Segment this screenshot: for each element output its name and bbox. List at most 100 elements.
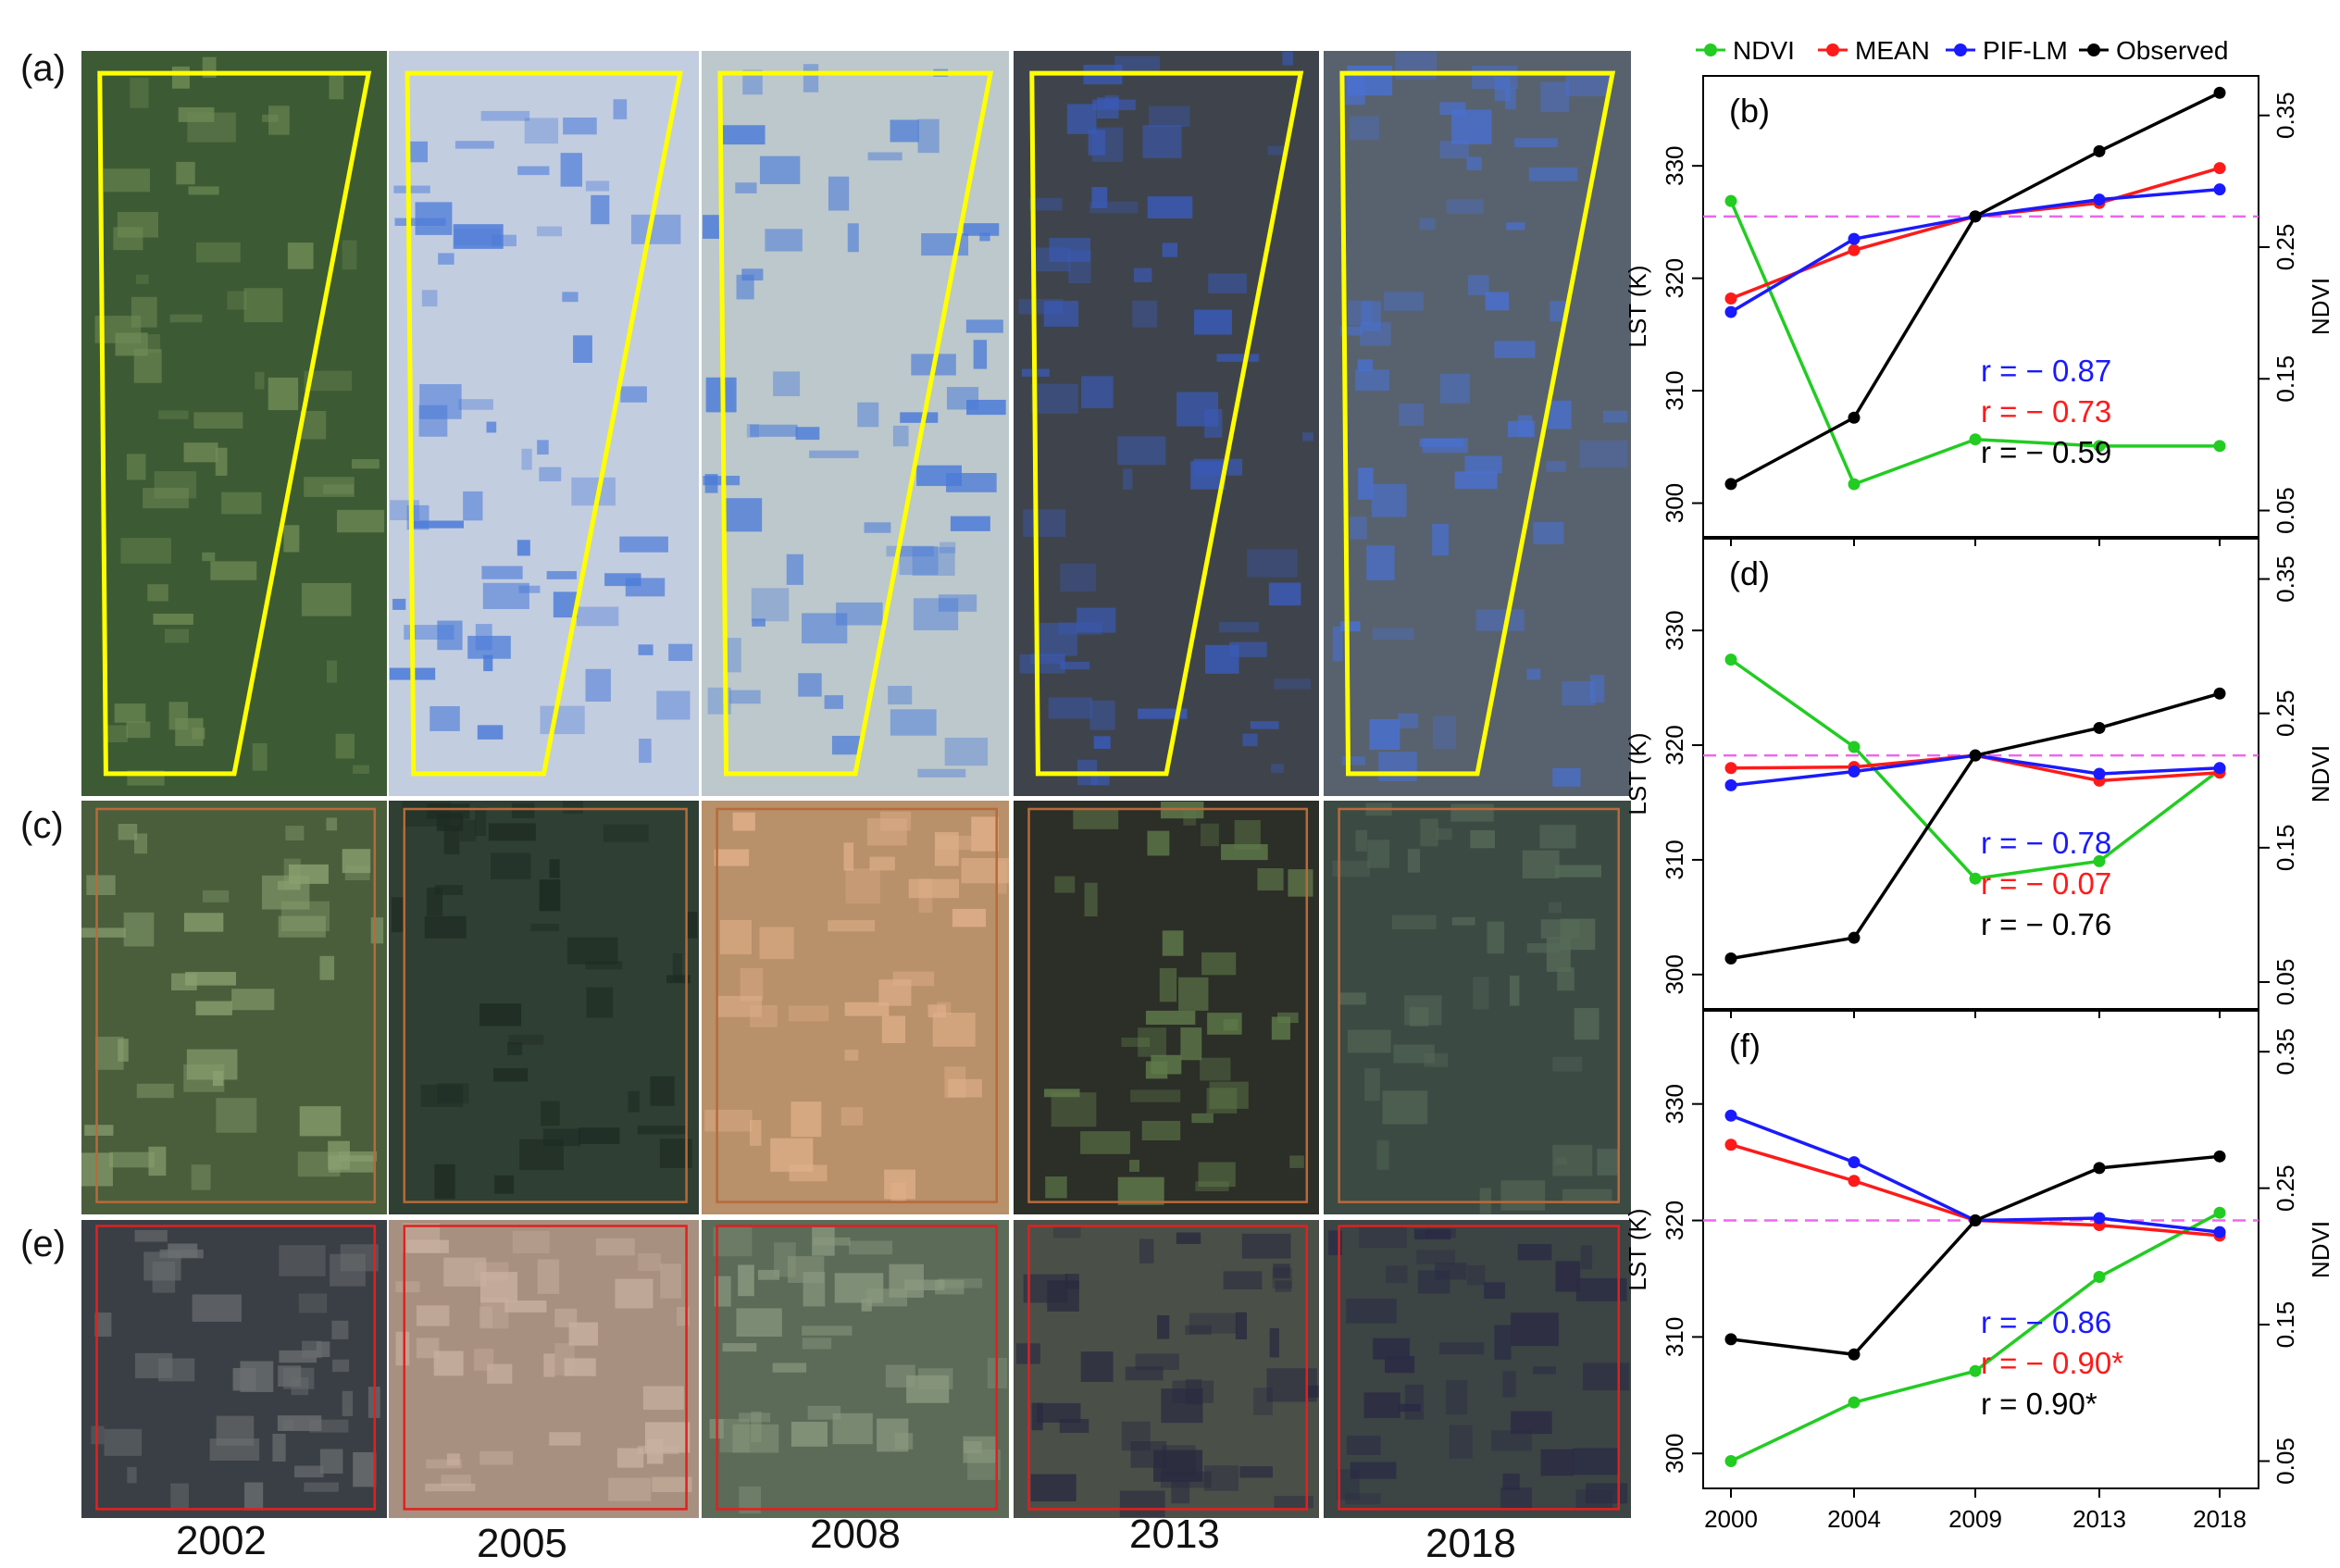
year-label-2013: 2013 bbox=[1129, 1512, 1220, 1557]
data-point-observed-b bbox=[1848, 411, 1861, 424]
data-point-piflm-b bbox=[1724, 305, 1737, 318]
panel-tag-b: (b) bbox=[1729, 92, 1770, 130]
left-tick-label-b: 320 bbox=[1661, 258, 1688, 298]
legend-marker-ndvi bbox=[1704, 44, 1717, 56]
data-point-ndvi-b bbox=[1969, 433, 1982, 446]
series-line-observed-f bbox=[1730, 1154, 2221, 1357]
y2-axis-label-f: NDVI bbox=[2307, 1221, 2334, 1278]
right-tick-label-d: 0.35 bbox=[2272, 555, 2299, 603]
satellite-image-a-2008 bbox=[702, 51, 1009, 796]
data-point-observed-d bbox=[2213, 687, 2226, 700]
satellite-image-e-2008 bbox=[702, 1220, 1009, 1518]
satellite-image-c-2018 bbox=[1324, 801, 1631, 1214]
satellite-image-c-2008 bbox=[702, 801, 1009, 1214]
right-tick-label-f: 0.35 bbox=[2272, 1028, 2299, 1076]
left-tick-label-b: 300 bbox=[1661, 483, 1688, 523]
data-point-ndvi-d bbox=[1969, 872, 1982, 885]
x-tick-label-f: 2018 bbox=[2193, 1505, 2247, 1533]
satellite-image-e-2005 bbox=[389, 1220, 699, 1518]
correlation-label-f-2: r = − 0.90* bbox=[1981, 1346, 2123, 1380]
correlation-label-b-3: r = − 0.59 bbox=[1981, 435, 2111, 469]
data-point-piflm-d bbox=[1724, 778, 1737, 791]
data-point-ndvi-b bbox=[2213, 440, 2226, 453]
right-tick-label-f: 0.05 bbox=[2272, 1437, 2299, 1485]
y-axis-label-f: LST (K) bbox=[1624, 1208, 1651, 1290]
plot-frame-f bbox=[1702, 1010, 2259, 1489]
right-tick-label-d: 0.05 bbox=[2272, 959, 2299, 1006]
plot-frame-b bbox=[1702, 75, 2259, 538]
right-tick-label-b: 0.25 bbox=[2272, 224, 2299, 271]
row-label-e: (e) bbox=[20, 1224, 66, 1264]
data-point-mean-b bbox=[1848, 243, 1861, 256]
data-point-ndvi-d bbox=[1848, 740, 1861, 753]
data-point-observed-d bbox=[1848, 931, 1861, 944]
data-point-ndvi-b bbox=[1848, 478, 1861, 491]
year-label-2008: 2008 bbox=[810, 1512, 901, 1557]
x-tick-label-f: 2009 bbox=[1948, 1505, 2002, 1533]
data-point-mean-f bbox=[1848, 1175, 1861, 1188]
left-tick-label-f: 330 bbox=[1661, 1084, 1688, 1124]
data-point-piflm-f bbox=[2093, 1212, 2106, 1225]
data-point-ndvi-b bbox=[2093, 440, 2106, 453]
right-tick-label-d: 0.15 bbox=[2272, 825, 2299, 872]
data-point-piflm-b bbox=[2093, 193, 2106, 206]
right-tick-label-f: 0.25 bbox=[2272, 1164, 2299, 1212]
correlation-label-d-3: r = − 0.76 bbox=[1981, 907, 2111, 941]
y-axis-label-d: LST (K) bbox=[1624, 732, 1651, 815]
data-point-ndvi-f bbox=[1969, 1364, 1982, 1377]
data-point-mean-f bbox=[1724, 1139, 1737, 1151]
left-tick-label-b: 310 bbox=[1661, 370, 1688, 410]
data-point-observed-d bbox=[1724, 952, 1737, 964]
left-tick-label-d: 310 bbox=[1661, 840, 1688, 879]
correlation-label-f-3: r = 0.90* bbox=[1981, 1387, 2097, 1421]
satellite-image-e-2018 bbox=[1324, 1220, 1631, 1518]
satellite-image-e-2002 bbox=[81, 1220, 387, 1518]
plot-frame-d bbox=[1702, 538, 2259, 1010]
right-tick-label-b: 0.35 bbox=[2272, 92, 2299, 139]
data-point-piflm-d bbox=[2093, 767, 2106, 780]
data-point-piflm-f bbox=[2213, 1226, 2226, 1238]
year-label-2018: 2018 bbox=[1425, 1521, 1516, 1566]
data-point-mean-b bbox=[2213, 162, 2226, 175]
data-point-piflm-b bbox=[1848, 232, 1861, 245]
satellite-image-a-2002 bbox=[81, 51, 387, 796]
left-tick-label-f: 300 bbox=[1661, 1434, 1688, 1474]
satellite-image-c-2005 bbox=[389, 801, 699, 1214]
correlation-label-b-1: r = − 0.87 bbox=[1981, 354, 2111, 388]
data-point-observed-b bbox=[2093, 144, 2106, 157]
correlation-label-f-1: r = − 0.86 bbox=[1981, 1305, 2111, 1339]
x-tick-label-f: 2000 bbox=[1704, 1505, 1758, 1533]
left-tick-label-d: 320 bbox=[1661, 725, 1688, 765]
data-point-ndvi-f bbox=[1724, 1455, 1737, 1468]
satellite-image-a-2018 bbox=[1324, 51, 1631, 796]
data-point-mean-b bbox=[1724, 292, 1737, 305]
series-line-piflm-b bbox=[1730, 187, 2221, 314]
year-label-2002: 2002 bbox=[176, 1518, 267, 1563]
satellite-image-c-2013 bbox=[1014, 801, 1319, 1214]
right-tick-label-b: 0.15 bbox=[2272, 355, 2299, 403]
legend-label-pif-lm: PIF-LM bbox=[1983, 36, 2068, 65]
left-tick-label-f: 310 bbox=[1661, 1317, 1688, 1357]
data-point-observed-f bbox=[2093, 1162, 2106, 1175]
left-tick-label-d: 330 bbox=[1661, 610, 1688, 650]
data-point-ndvi-d bbox=[2093, 854, 2106, 867]
data-point-observed-b bbox=[1969, 210, 1982, 223]
series-line-ndvi-f bbox=[1730, 1211, 2221, 1463]
legend-marker-pif-lm bbox=[1954, 44, 1967, 56]
data-point-mean-d bbox=[1724, 762, 1737, 775]
satellite-image-a-2013 bbox=[1014, 51, 1319, 796]
data-point-ndvi-d bbox=[1724, 653, 1737, 666]
satellite-image-e-2013 bbox=[1014, 1220, 1319, 1518]
data-point-observed-d bbox=[1969, 749, 1982, 762]
data-point-observed-f bbox=[1848, 1348, 1861, 1361]
row-label-c: (c) bbox=[20, 805, 64, 846]
right-tick-label-b: 0.05 bbox=[2272, 487, 2299, 534]
series-line-ndvi-d bbox=[1729, 658, 2222, 881]
data-point-ndvi-f bbox=[2093, 1270, 2106, 1283]
data-point-piflm-f bbox=[1724, 1109, 1737, 1122]
row-label-a: (a) bbox=[20, 48, 66, 89]
data-point-observed-f bbox=[1969, 1214, 1982, 1227]
legend-label-ndvi: NDVI bbox=[1733, 36, 1795, 65]
left-tick-label-d: 300 bbox=[1661, 954, 1688, 994]
satellite-image-c-2002 bbox=[81, 801, 387, 1214]
